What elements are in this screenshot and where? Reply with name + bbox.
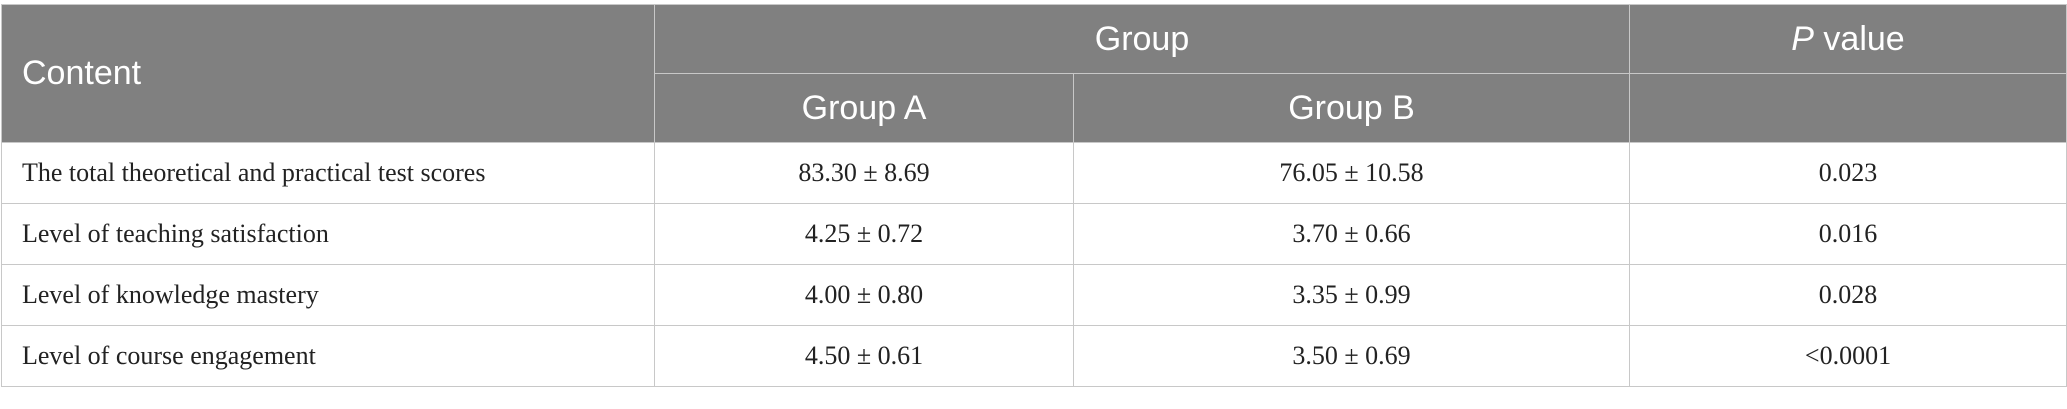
cell-group-b: 76.05 ± 10.58	[1073, 142, 1630, 204]
cell-group-a: 4.50 ± 0.61	[654, 325, 1074, 387]
cell-p-value: 0.023	[1629, 142, 2067, 204]
cell-group-a: 83.30 ± 8.69	[654, 142, 1074, 204]
table-header: Content Group P value Group A Group B	[1, 4, 2067, 143]
header-group-a: Group A	[654, 73, 1074, 143]
row-label: Level of course engagement	[1, 325, 655, 387]
row-label: The total theoretical and practical test…	[1, 142, 655, 204]
cell-group-a: 4.25 ± 0.72	[654, 203, 1074, 265]
header-content: Content	[1, 4, 655, 143]
cell-p-value: 0.016	[1629, 203, 2067, 265]
row-label: Level of knowledge mastery	[1, 264, 655, 326]
header-group-b: Group B	[1073, 73, 1630, 143]
table-row: Level of knowledge mastery 4.00 ± 0.80 3…	[1, 264, 2067, 326]
table-body: The total theoretical and practical test…	[1, 142, 2067, 387]
cell-group-b: 3.35 ± 0.99	[1073, 264, 1630, 326]
cell-p-value: 0.028	[1629, 264, 2067, 326]
cell-p-value: <0.0001	[1629, 325, 2067, 387]
header-p-value: P value	[1629, 4, 2067, 74]
row-label: Level of teaching satisfaction	[1, 203, 655, 265]
table-row: Level of course engagement 4.50 ± 0.61 3…	[1, 325, 2067, 387]
header-p-rest: value	[1813, 19, 1905, 58]
cell-group-b: 3.70 ± 0.66	[1073, 203, 1630, 265]
header-empty	[1629, 73, 2067, 143]
table-row: Level of teaching satisfaction 4.25 ± 0.…	[1, 203, 2067, 265]
header-p-letter: P	[1791, 19, 1814, 58]
cell-group-b: 3.50 ± 0.69	[1073, 325, 1630, 387]
header-group: Group	[654, 4, 1630, 74]
cell-group-a: 4.00 ± 0.80	[654, 264, 1074, 326]
results-table: Content Group P value Group A Group B Th…	[1, 4, 2067, 387]
table-row: The total theoretical and practical test…	[1, 142, 2067, 204]
